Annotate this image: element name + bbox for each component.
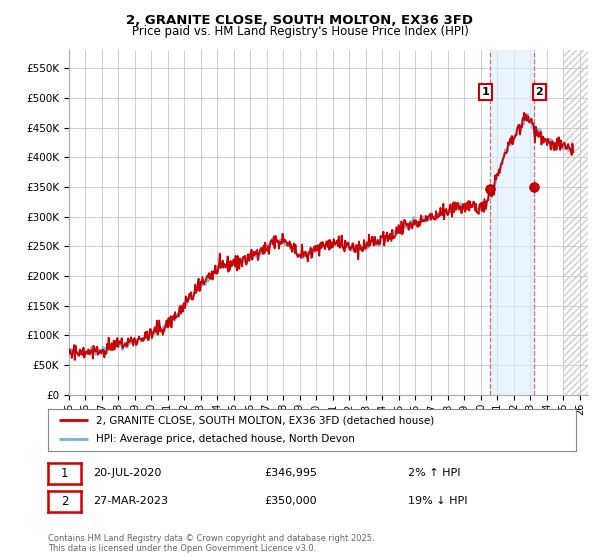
Text: 2: 2	[535, 87, 543, 97]
Bar	[563, 50, 588, 395]
Bar	[490, 50, 534, 395]
Text: 2: 2	[61, 494, 68, 508]
Text: 1: 1	[61, 466, 68, 480]
Text: 27-MAR-2023: 27-MAR-2023	[93, 496, 168, 506]
Text: Price paid vs. HM Land Registry's House Price Index (HPI): Price paid vs. HM Land Registry's House …	[131, 25, 469, 38]
Text: £346,995: £346,995	[264, 468, 317, 478]
Text: 2% ↑ HPI: 2% ↑ HPI	[408, 468, 461, 478]
Text: 2, GRANITE CLOSE, SOUTH MOLTON, EX36 3FD (detached house): 2, GRANITE CLOSE, SOUTH MOLTON, EX36 3FD…	[95, 415, 434, 425]
Text: 19% ↓ HPI: 19% ↓ HPI	[408, 496, 467, 506]
Text: 1: 1	[482, 87, 490, 97]
Text: 20-JUL-2020: 20-JUL-2020	[93, 468, 161, 478]
Text: Contains HM Land Registry data © Crown copyright and database right 2025.
This d: Contains HM Land Registry data © Crown c…	[48, 534, 374, 553]
Text: £350,000: £350,000	[264, 496, 317, 506]
Text: HPI: Average price, detached house, North Devon: HPI: Average price, detached house, Nort…	[95, 435, 355, 445]
Text: 2, GRANITE CLOSE, SOUTH MOLTON, EX36 3FD: 2, GRANITE CLOSE, SOUTH MOLTON, EX36 3FD	[127, 14, 473, 27]
Bar	[563, 50, 588, 395]
